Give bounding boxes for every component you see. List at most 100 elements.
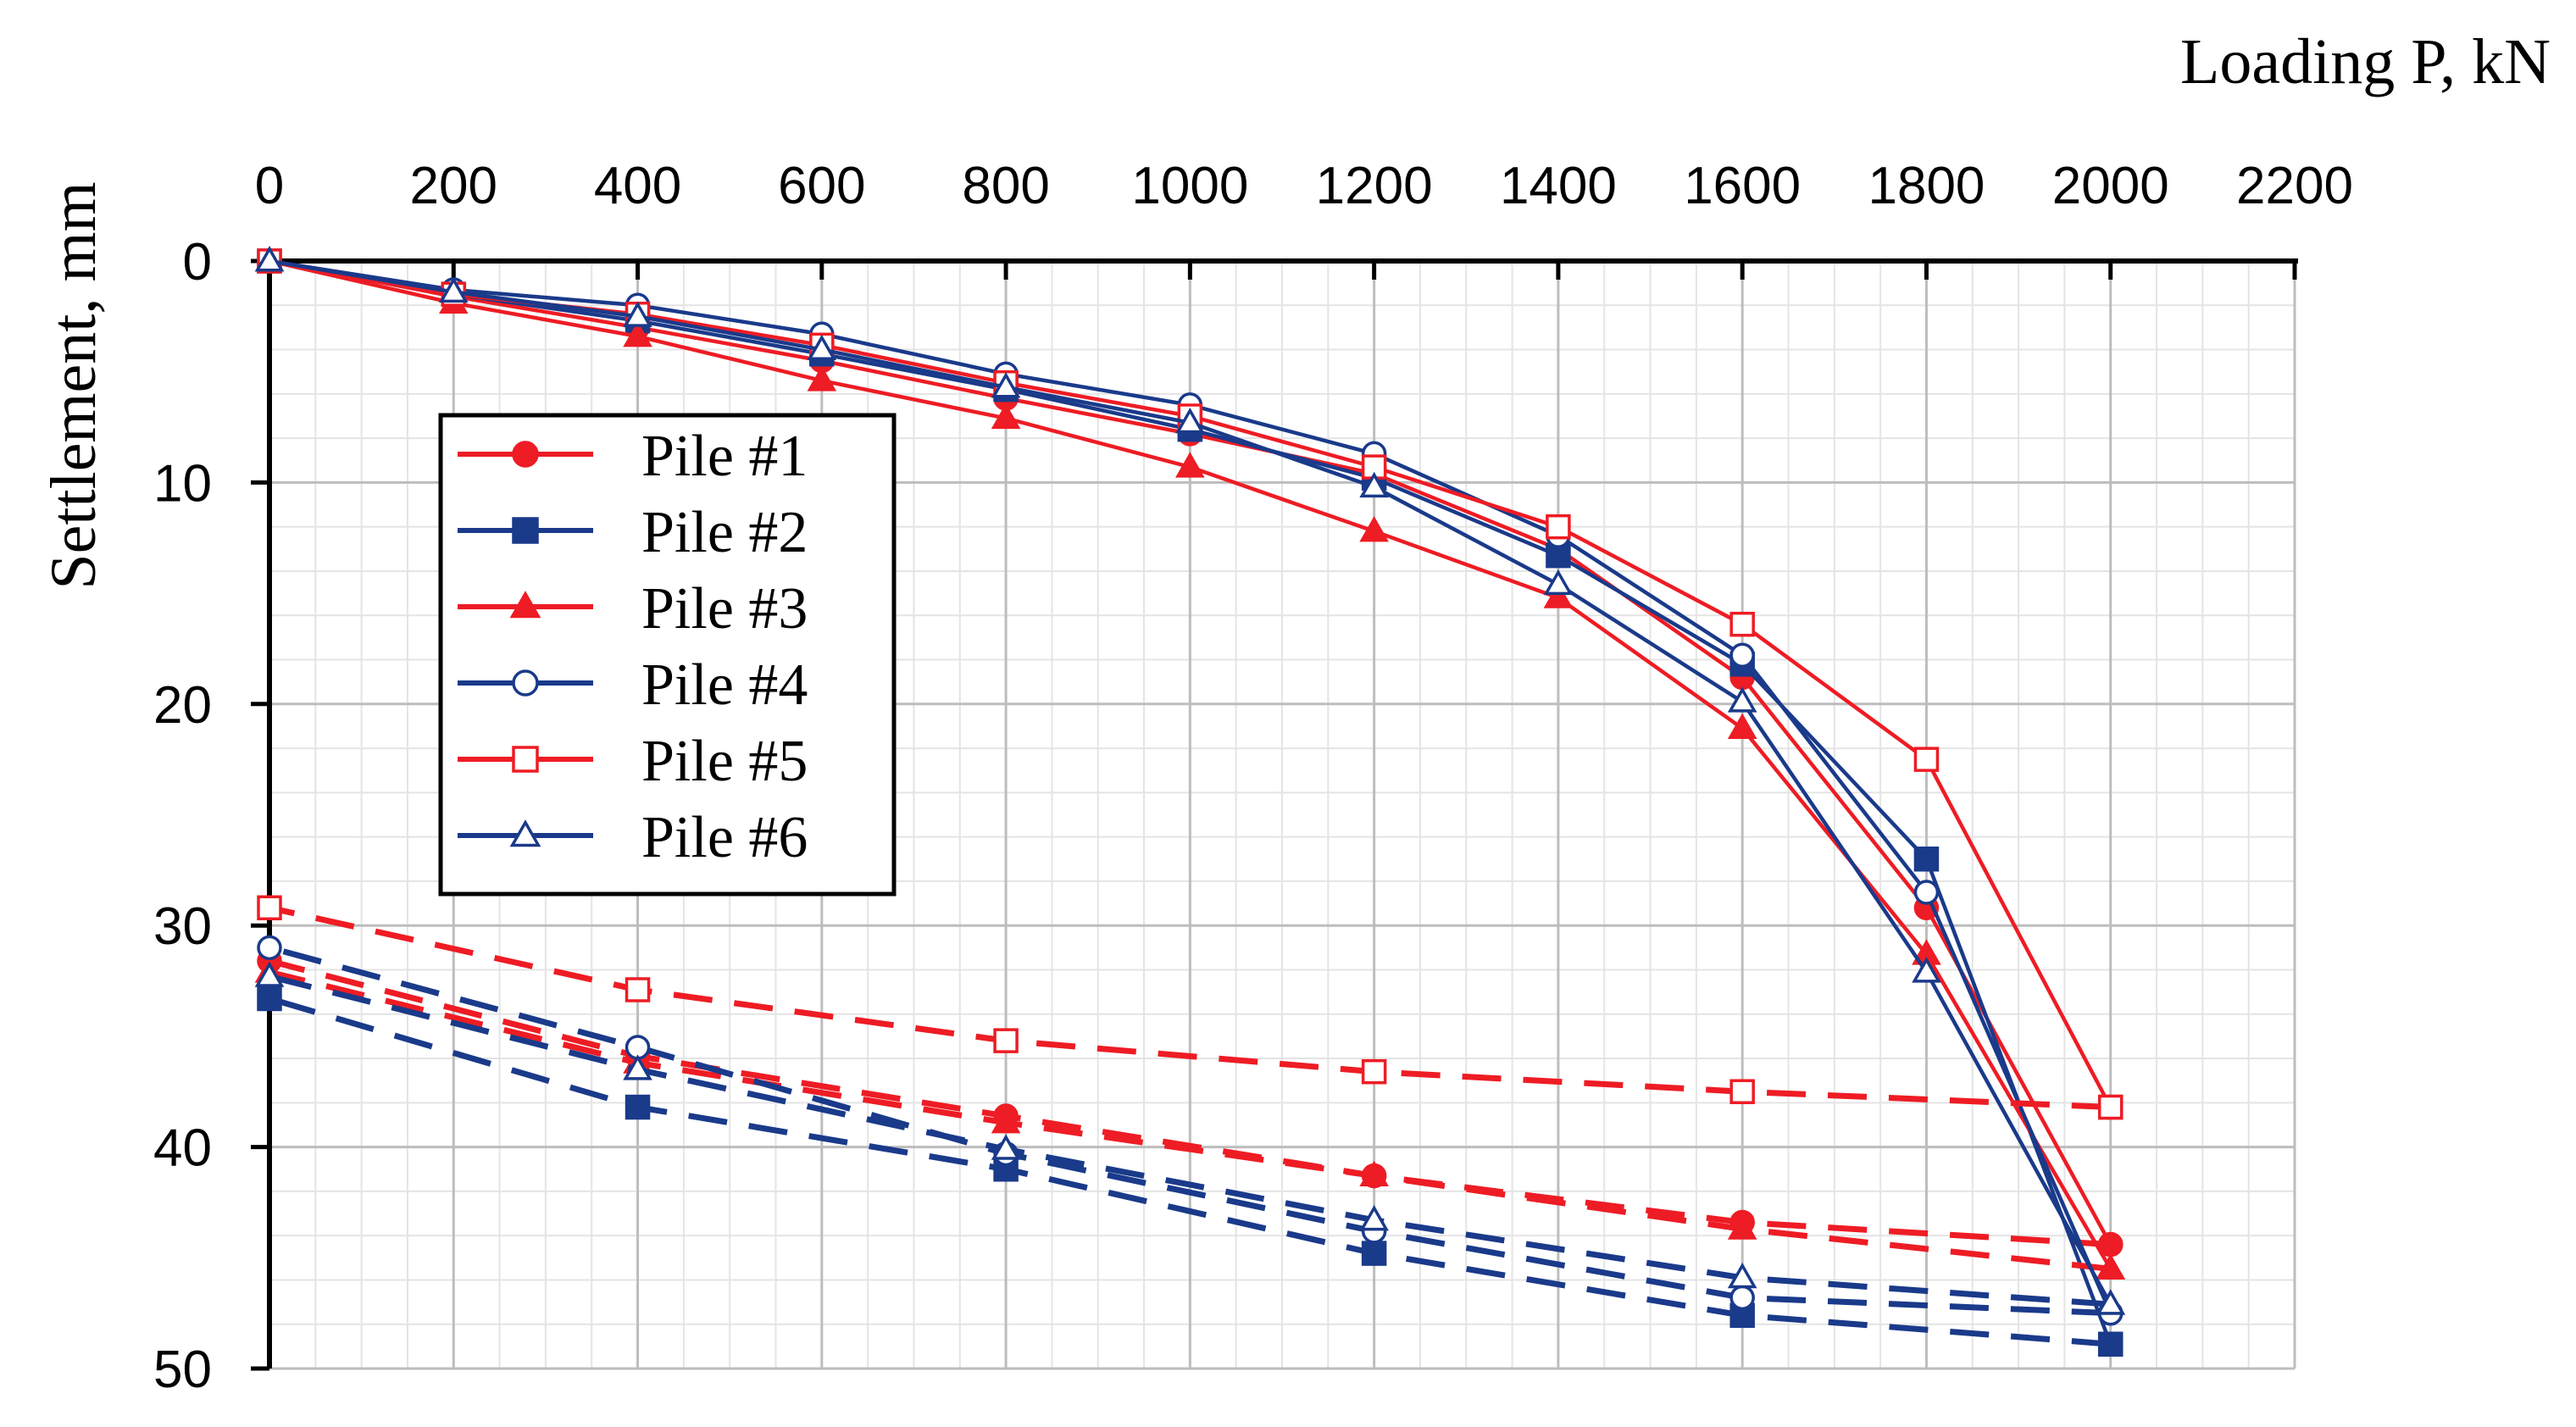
x-tick-label: 400	[594, 157, 681, 215]
data-point-loading	[623, 301, 652, 327]
data-point-unloading	[1359, 1205, 1389, 1231]
data-point-unloading	[1729, 1285, 1755, 1311]
data-point-unloading	[254, 961, 285, 987]
y-tick-label: 20	[153, 676, 212, 735]
legend-item: Pile #2	[458, 500, 808, 565]
legend-item: Pile #3	[458, 576, 808, 641]
data-point-loading	[1543, 569, 1574, 596]
x-axis-title: Loading P, kN	[2180, 26, 2551, 97]
data-point-loading	[438, 276, 469, 303]
legend-items: Pile #1 Pile #2 Pile #3 Pile #4 Pile #5 Pile …	[458, 424, 808, 870]
legend-marker	[512, 746, 539, 773]
data-point-loading	[1729, 611, 1755, 637]
data-point-loading	[1546, 514, 1571, 540]
y-tick-label: 0	[183, 233, 212, 292]
data-point-unloading	[623, 1054, 652, 1080]
series-layer	[254, 246, 2126, 1357]
data-point-unloading	[625, 1094, 651, 1120]
data-point-loading	[807, 334, 837, 361]
series-pile-3	[254, 246, 2126, 1280]
data-point-loading	[1175, 407, 1205, 434]
legend-label: Pile #6	[641, 805, 808, 870]
x-tick-label: 2200	[2236, 157, 2353, 215]
x-tick-label: 2000	[2052, 157, 2169, 215]
legend-label: Pile #1	[641, 424, 808, 489]
x-tick-label: 1000	[1131, 157, 1248, 215]
data-point-loading	[1727, 713, 1757, 740]
data-point-loading	[1543, 582, 1574, 608]
x-tick-label: 1200	[1316, 157, 1433, 215]
data-point-loading	[1912, 957, 1941, 983]
axes	[267, 258, 2298, 1369]
data-point-unloading	[1727, 1213, 1757, 1240]
series-unloading-line	[269, 944, 2111, 1317]
x-tick-label: 800	[962, 157, 1049, 215]
data-point-loading	[991, 403, 1021, 430]
y-axis-title: Settlement, mm	[38, 181, 109, 589]
data-point-loading	[254, 246, 285, 272]
legend-item: Pile #5	[458, 729, 808, 794]
data-point-loading	[1175, 452, 1205, 478]
data-point-unloading	[1729, 1079, 1755, 1104]
data-point-loading	[991, 372, 1021, 398]
data-point-unloading	[1361, 1058, 1387, 1085]
x-tick-label: 1800	[1868, 157, 1985, 215]
data-point-loading	[2097, 1094, 2124, 1120]
data-point-loading	[807, 365, 837, 391]
series-unloading-line	[269, 958, 2111, 1248]
legend-label: Pile #5	[641, 729, 808, 794]
x-tick-label: 1400	[1500, 157, 1617, 215]
x-tick-label: 200	[410, 157, 497, 215]
data-point-loading	[1913, 747, 1940, 772]
legend-item: Pile #6	[458, 805, 808, 870]
data-point-loading	[1359, 516, 1389, 542]
data-point-unloading	[991, 1134, 1021, 1160]
y-tick-label: 40	[153, 1119, 212, 1178]
legend-label: Pile #2	[641, 500, 808, 565]
data-point-unloading	[1361, 1241, 1387, 1266]
data-point-loading	[1913, 847, 1940, 872]
data-point-unloading	[1727, 1262, 1757, 1289]
y-tick-label: 30	[153, 897, 212, 956]
legend-marker	[512, 441, 539, 468]
data-point-loading	[2097, 1331, 2124, 1357]
data-point-unloading	[257, 935, 282, 961]
legend-box	[438, 413, 897, 897]
data-point-unloading	[625, 977, 651, 1002]
x-tick-label: 600	[778, 157, 865, 215]
data-point-unloading	[991, 1108, 1021, 1134]
series-pile-6	[254, 246, 2126, 1315]
y-tick-label: 10	[153, 454, 212, 513]
data-point-unloading	[1359, 1160, 1389, 1187]
x-ticks: 0 200 400 600 800 1000 1200 1400 1600 1800 2000 220…	[255, 157, 2353, 280]
series-unloading-line	[269, 904, 2111, 1111]
legend-marker	[512, 517, 539, 544]
series-unloading-line	[269, 969, 2112, 1272]
legend-label: Pile #3	[641, 576, 808, 641]
data-point-unloading	[257, 986, 282, 1012]
data-point-loading	[1359, 471, 1389, 498]
y-ticks: 0 10 20 30 40 50	[153, 233, 269, 1399]
data-point-loading	[1729, 642, 1755, 669]
legend-item: Pile #1	[458, 424, 808, 489]
data-point-loading	[2096, 1289, 2126, 1315]
data-point-loading	[1361, 454, 1387, 480]
legend-label: Pile #4	[641, 652, 808, 718]
data-point-loading	[1913, 880, 1940, 905]
data-point-unloading	[993, 1028, 1019, 1053]
data-point-loading	[1727, 686, 1757, 713]
legend-marker	[509, 591, 541, 619]
series-unloading-line	[269, 996, 2112, 1347]
data-point-loading	[2096, 1253, 2126, 1280]
data-point-loading	[623, 321, 652, 347]
data-point-unloading	[257, 895, 282, 921]
legend-marker	[512, 669, 539, 697]
series-unloading-line	[269, 973, 2111, 1308]
legend-marker	[509, 819, 541, 847]
y-tick-label: 50	[153, 1341, 212, 1399]
x-tick-label: 0	[255, 157, 284, 215]
legend[interactable]: Pile #1 Pile #2 Pile #3 Pile #4 Pile #5 Pile …	[438, 413, 897, 897]
legend-item: Pile #4	[458, 652, 808, 718]
x-tick-label: 1600	[1684, 157, 1801, 215]
